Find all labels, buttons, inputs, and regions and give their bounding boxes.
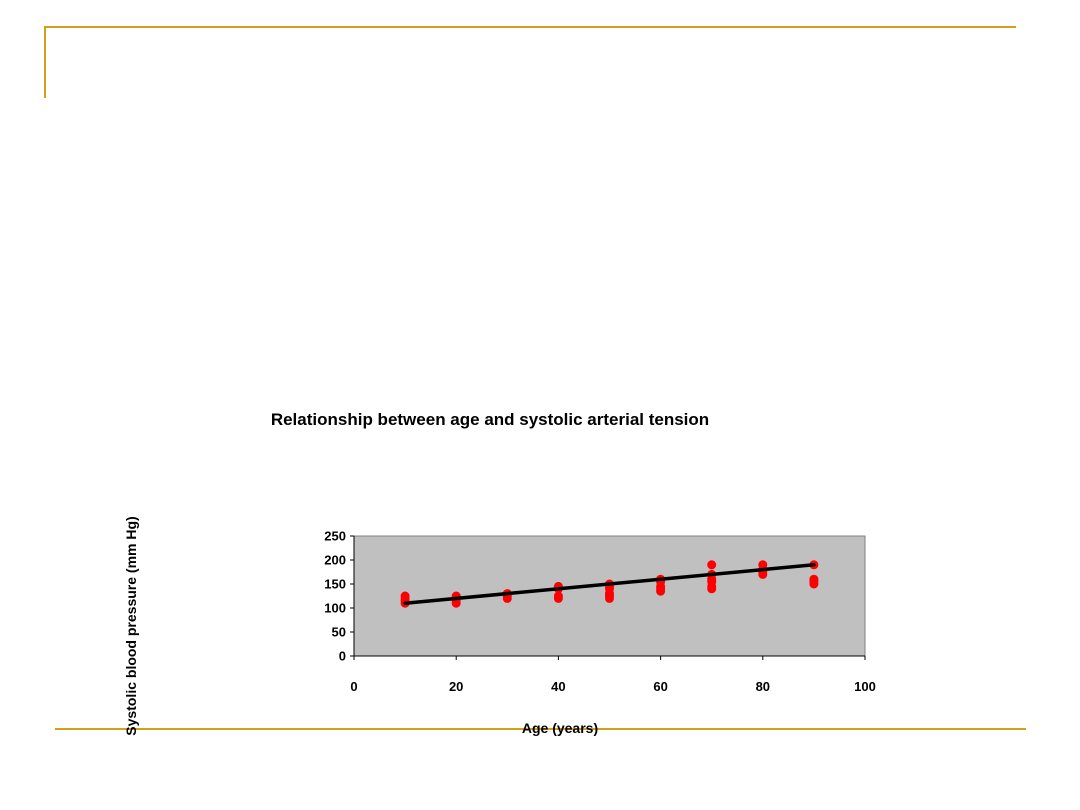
y-tick-label: 50 (332, 625, 346, 640)
x-tick-label: 40 (551, 679, 565, 694)
data-point (707, 560, 717, 570)
data-point (553, 591, 563, 601)
decorative-rule-bottom (55, 728, 1026, 730)
y-tick-label: 200 (324, 553, 346, 568)
x-axis-label: Age (years) (522, 720, 598, 736)
x-tick-label: 60 (653, 679, 667, 694)
decorative-rule-left (44, 26, 46, 98)
y-axis-label: Systolic blood pressure (mm Hg) (123, 516, 139, 735)
x-tick-label: 100 (854, 679, 876, 694)
data-point (400, 591, 410, 601)
chart-title: Relationship between age and systolic ar… (271, 410, 709, 429)
x-tick-label: 80 (756, 679, 770, 694)
decorative-rule-top (44, 26, 1016, 28)
data-point (809, 574, 819, 584)
x-tick-label: 20 (449, 679, 463, 694)
y-tick-label: 0 (339, 649, 346, 664)
axes (353, 536, 865, 657)
y-tick-label: 150 (324, 577, 346, 592)
y-tick-label: 250 (324, 529, 346, 544)
x-tick-label: 0 (350, 679, 357, 694)
y-tick-label: 100 (324, 601, 346, 616)
trendline (403, 563, 816, 605)
trendline-group (403, 563, 816, 605)
tick-labels: 0 50 100 150 200 250 0 20 40 60 80 100 (324, 529, 876, 695)
data-point (758, 560, 768, 570)
